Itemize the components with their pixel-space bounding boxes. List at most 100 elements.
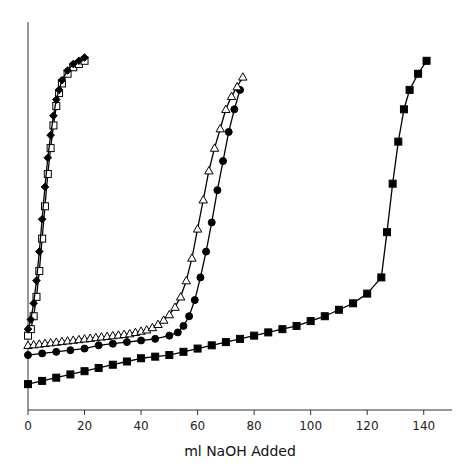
plot-area — [24, 54, 430, 388]
x-tick — [84, 410, 85, 415]
data-point — [152, 353, 159, 360]
data-point — [210, 144, 218, 151]
data-point — [395, 138, 402, 145]
series-line — [28, 61, 427, 384]
data-point — [265, 329, 272, 336]
chart: 020406080100120140ml NaOH Added — [0, 0, 474, 474]
data-point — [222, 105, 230, 112]
data-point — [30, 300, 38, 308]
series-line — [28, 77, 243, 345]
data-point — [216, 125, 224, 132]
data-point — [67, 371, 74, 378]
data-point — [81, 54, 89, 62]
data-point — [64, 67, 72, 75]
x-axis-label: ml NaOH Added — [184, 443, 296, 459]
data-point — [205, 167, 213, 174]
data-point — [171, 303, 179, 310]
x-tick-label: 120 — [356, 419, 379, 433]
data-point — [227, 92, 235, 99]
x-tick-label: 80 — [246, 419, 261, 433]
x-tick — [254, 410, 255, 415]
data-point — [307, 318, 314, 325]
data-point — [208, 219, 215, 226]
x-tick — [28, 410, 29, 415]
data-point — [81, 345, 88, 352]
data-point — [203, 248, 210, 255]
data-point — [58, 76, 66, 84]
x-tick — [367, 410, 368, 415]
data-point — [182, 276, 190, 283]
data-point — [194, 345, 201, 352]
x-tick — [423, 410, 424, 415]
data-point — [41, 183, 49, 191]
data-point — [335, 306, 342, 313]
data-point — [415, 70, 422, 77]
data-point — [321, 313, 328, 320]
data-point — [95, 342, 102, 349]
data-point — [279, 326, 286, 333]
data-point — [180, 348, 187, 355]
data-point — [53, 374, 60, 381]
data-point — [180, 322, 187, 329]
x-tick-label: 60 — [190, 419, 205, 433]
data-point — [53, 348, 60, 355]
series-line — [28, 61, 85, 336]
data-point — [220, 158, 227, 165]
x-axis-line — [28, 410, 452, 411]
data-point — [27, 316, 35, 324]
data-point — [350, 300, 357, 307]
x-tick-label: 20 — [77, 419, 92, 433]
data-point — [95, 364, 102, 371]
data-point — [364, 290, 371, 297]
data-point — [67, 347, 74, 354]
data-point — [406, 86, 413, 93]
series-line — [28, 90, 240, 355]
x-tick-label: 140 — [412, 419, 435, 433]
data-point — [138, 355, 145, 362]
x-tick-label: 100 — [299, 419, 322, 433]
data-point — [383, 229, 390, 236]
data-point — [165, 310, 173, 317]
data-point — [36, 248, 44, 256]
x-tick-label: 40 — [133, 419, 148, 433]
data-point — [166, 352, 173, 359]
data-point — [199, 196, 207, 203]
data-point — [39, 377, 46, 384]
data-point — [81, 368, 88, 375]
data-point — [225, 128, 232, 135]
data-point — [214, 187, 221, 194]
data-point — [44, 154, 52, 162]
data-point — [123, 339, 130, 346]
x-tick — [197, 410, 198, 415]
data-point — [239, 73, 247, 80]
data-point — [152, 335, 159, 342]
data-point — [166, 332, 173, 339]
data-point — [193, 225, 201, 232]
data-point — [38, 215, 46, 223]
data-point — [222, 339, 229, 346]
data-point — [251, 332, 258, 339]
data-point — [389, 180, 396, 187]
data-point — [50, 112, 58, 120]
data-point — [24, 325, 32, 333]
data-point — [233, 82, 241, 89]
data-point — [52, 96, 60, 104]
data-point — [186, 313, 193, 320]
data-point — [423, 57, 430, 64]
data-point — [231, 106, 238, 113]
data-point — [197, 274, 204, 281]
data-point — [123, 358, 130, 365]
x-tick — [141, 410, 142, 415]
data-point — [400, 106, 407, 113]
data-point — [109, 361, 116, 368]
data-point — [176, 293, 184, 300]
x-tick — [310, 410, 311, 415]
data-point — [25, 381, 32, 388]
data-point — [191, 297, 198, 304]
series-line — [28, 58, 85, 330]
data-point — [25, 352, 32, 359]
data-point — [378, 274, 385, 281]
data-point — [237, 335, 244, 342]
data-point — [55, 86, 63, 94]
data-point — [47, 131, 55, 139]
